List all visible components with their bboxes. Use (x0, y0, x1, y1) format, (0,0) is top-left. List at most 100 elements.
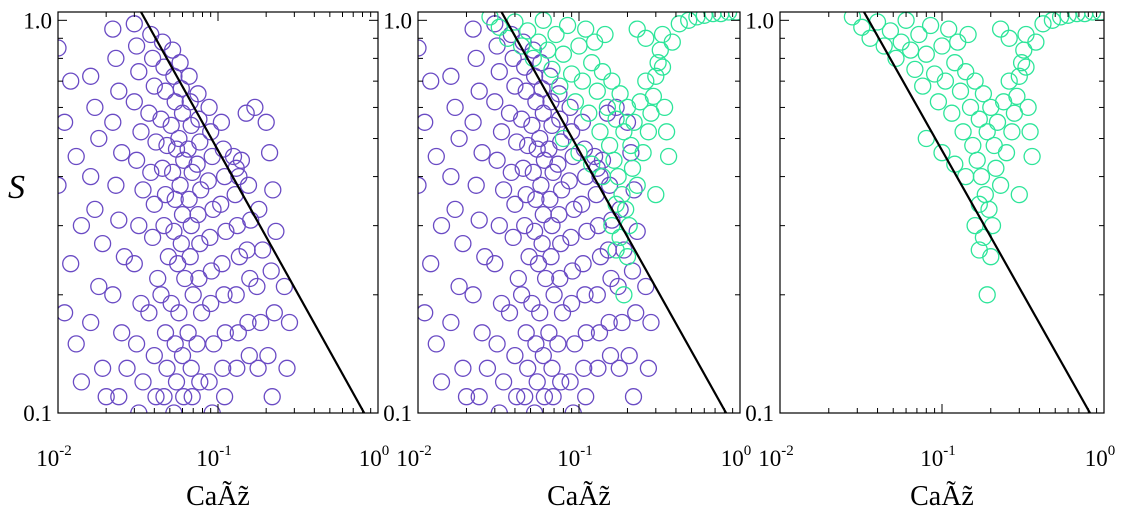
data-point (82, 313, 100, 332)
data-point (590, 324, 609, 342)
data-point (62, 255, 80, 273)
data-point (504, 228, 522, 247)
data-point (82, 167, 100, 186)
data-point (246, 98, 264, 117)
data-point (237, 104, 255, 122)
data-point (622, 136, 640, 155)
data-point (525, 404, 544, 413)
data-point (130, 216, 148, 235)
data-point (110, 388, 128, 406)
y-tick-label: 1.0 (383, 8, 412, 33)
data-point (422, 72, 440, 90)
data-point (72, 216, 91, 235)
data-point (1017, 25, 1035, 44)
data-point (488, 37, 506, 55)
data-point (881, 22, 900, 40)
data-point (470, 211, 488, 229)
data-point (628, 20, 646, 38)
data-point (130, 63, 148, 81)
data-point (506, 77, 524, 95)
data-point (494, 373, 513, 391)
x-tick-label: 10-1 (196, 443, 232, 471)
data-point (933, 144, 951, 162)
data-point (647, 67, 665, 85)
x-tick-label: 10-2 (36, 443, 72, 471)
data-point (946, 54, 964, 72)
data-point (171, 54, 189, 72)
data-point (620, 346, 638, 365)
data-point (564, 404, 582, 413)
data-point (551, 269, 569, 288)
data-point (486, 255, 504, 273)
data-point (625, 181, 643, 199)
data-point (534, 346, 552, 365)
data-point (585, 33, 604, 51)
y-tick-label: 0.1 (745, 401, 774, 426)
data-point (517, 185, 535, 204)
data-point (500, 304, 519, 322)
data-point (115, 248, 134, 266)
data-point (624, 388, 643, 406)
data-point (540, 140, 558, 158)
data-point (552, 234, 570, 253)
data-point (949, 33, 967, 51)
data-point (543, 359, 561, 377)
data-point (175, 151, 193, 169)
data-point (974, 85, 993, 103)
data-point (566, 335, 584, 353)
data-point (473, 324, 491, 342)
data-point (970, 195, 988, 213)
data-point (473, 144, 491, 162)
data-point (580, 104, 598, 122)
data-point (639, 359, 658, 377)
data-point (1019, 98, 1037, 117)
data-point (158, 136, 176, 155)
data-point (192, 304, 211, 322)
data-point (644, 87, 663, 106)
data-point (476, 248, 494, 266)
data-point (502, 163, 520, 182)
data-point (58, 304, 74, 322)
data-point (1059, 12, 1077, 24)
data-point (228, 359, 246, 377)
data-point (163, 41, 182, 59)
data-point (589, 359, 607, 377)
data-point (86, 200, 104, 219)
data-point (607, 195, 625, 213)
x-tick-label: 10-1 (920, 443, 956, 471)
data-point (523, 116, 541, 135)
data-point (607, 110, 625, 128)
data-point (224, 147, 243, 166)
data-point (576, 286, 594, 304)
data-point (991, 20, 1010, 38)
data-point (980, 200, 998, 219)
data-point (541, 190, 559, 209)
data-point (262, 262, 280, 280)
data-point (535, 151, 554, 169)
data-point (601, 346, 620, 365)
data-point (260, 144, 279, 162)
data-point (488, 151, 506, 169)
data-point (600, 313, 618, 332)
data-point (653, 58, 672, 76)
data-point (58, 113, 74, 131)
data-point (156, 324, 175, 342)
data-point (610, 359, 628, 377)
data-point (534, 205, 552, 224)
data-point (545, 286, 563, 304)
data-point (951, 82, 970, 100)
data-point (957, 63, 975, 81)
y-tick-label: 0.1 (23, 401, 52, 426)
data-point (492, 294, 511, 313)
data-point (58, 39, 67, 57)
data-point (72, 373, 91, 391)
data-point (627, 304, 645, 322)
data-point (647, 185, 665, 204)
data-point (110, 82, 128, 100)
data-point (623, 262, 642, 280)
data-point (600, 136, 619, 155)
y-axis-label: S (8, 169, 25, 206)
data-point (470, 388, 488, 406)
data-point (550, 85, 568, 103)
data-point (179, 324, 197, 342)
